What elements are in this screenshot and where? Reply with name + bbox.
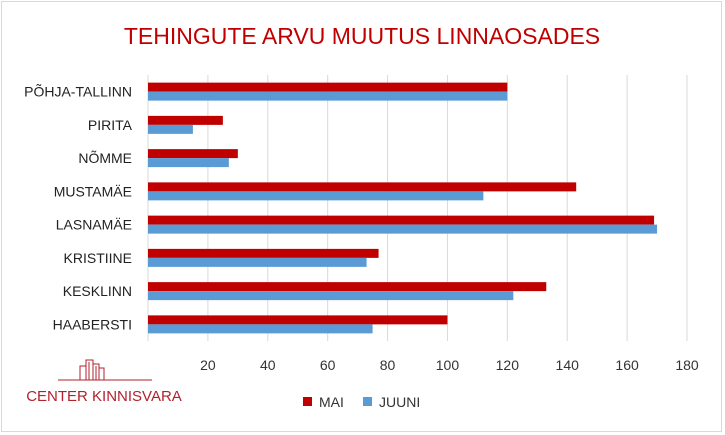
x-tick-label: 100 (436, 357, 460, 373)
bar-mai-3 (148, 182, 577, 192)
bar-juuni-2 (148, 158, 229, 168)
chart-title: TEHINGUTE ARVU MUUTUS LINNAOSADES (124, 23, 600, 49)
x-tick-label: 160 (615, 357, 639, 373)
x-tick-label: 20 (200, 357, 216, 373)
bar-juuni-0 (148, 91, 508, 101)
category-label: PIRITA (88, 117, 133, 133)
bar-mai-4 (148, 215, 655, 225)
legend-swatch-mai (303, 397, 312, 406)
category-labels: PÕHJA-TALLINN PIRITA NÕMME MUSTAMÄE LASNAMÄE… (24, 84, 133, 333)
category-label: KESKLINN (63, 283, 132, 299)
x-tick-label: 40 (260, 357, 276, 373)
bar-juuni-4 (148, 224, 658, 234)
center-kinnisvara-logo: CENTER KINNISVARA (26, 359, 182, 405)
bar-juuni-3 (148, 191, 484, 201)
bar-mai-1 (148, 115, 223, 125)
category-label: KRISTIINE (64, 250, 132, 266)
grid-lines (147, 75, 688, 341)
logo-text: CENTER KINNISVARA (26, 388, 182, 405)
legend-label-mai: MAI (319, 394, 344, 410)
bar-mai-5 (148, 248, 379, 258)
x-tick-label: 120 (496, 357, 520, 373)
x-tick-label: 80 (380, 357, 396, 373)
x-axis-ticks: 20 40 60 80 100 120 140 160 180 (200, 357, 699, 373)
bar-mai-2 (148, 149, 238, 159)
bar-juuni-1 (148, 124, 193, 134)
x-tick-label: 180 (675, 357, 699, 373)
bar-mai-0 (148, 82, 508, 92)
x-tick-label: 140 (556, 357, 580, 373)
bar-juuni-5 (148, 257, 367, 267)
bar-juuni-6 (148, 291, 514, 301)
building-icon (58, 359, 152, 381)
bars (148, 82, 658, 334)
legend-swatch-juuni (363, 397, 372, 406)
legend-label-juuni: JUUNI (379, 394, 420, 410)
category-label: NÕMME (78, 150, 132, 166)
bar-mai-6 (148, 282, 547, 292)
category-label: HAABERSTI (53, 316, 132, 332)
category-label: LASNAMÄE (56, 217, 132, 233)
legend: MAI JUUNI (303, 394, 420, 410)
category-label: MUSTAMÄE (54, 183, 132, 199)
category-label: PÕHJA-TALLINN (24, 84, 132, 100)
x-tick-label: 60 (320, 357, 336, 373)
bar-mai-7 (148, 315, 448, 325)
bar-juuni-7 (148, 324, 373, 334)
